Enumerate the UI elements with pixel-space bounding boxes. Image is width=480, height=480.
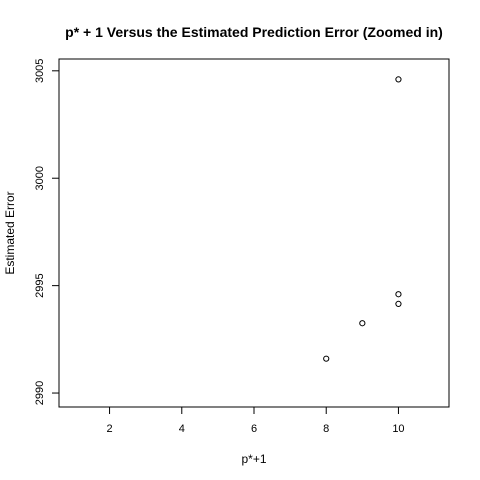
data-point bbox=[395, 291, 402, 298]
y-tick-label: 3000 bbox=[34, 166, 46, 190]
y-tick-label: 2990 bbox=[34, 381, 46, 405]
y-axis: 2990 2995 3000 3005 bbox=[34, 59, 59, 405]
x-tick-label: 6 bbox=[251, 423, 257, 435]
data-point bbox=[395, 76, 402, 83]
y-axis-label: Estimated Error bbox=[3, 191, 17, 274]
x-axis-label: p*+1 bbox=[241, 452, 266, 466]
data-point bbox=[323, 355, 330, 362]
chart-title: p* + 1 Versus the Estimated Prediction E… bbox=[65, 24, 443, 40]
data-point bbox=[359, 320, 366, 327]
y-tick-label: 3005 bbox=[34, 59, 46, 83]
x-axis: 2 4 6 8 10 bbox=[106, 407, 405, 435]
y-tick-label: 2995 bbox=[34, 273, 46, 297]
x-tick-label: 8 bbox=[323, 423, 329, 435]
x-tick-label: 4 bbox=[179, 423, 185, 435]
x-tick-label: 10 bbox=[392, 423, 404, 435]
data-points bbox=[323, 76, 402, 362]
plot-frame bbox=[58, 58, 450, 408]
x-tick-label: 2 bbox=[106, 423, 112, 435]
data-point bbox=[395, 300, 402, 307]
